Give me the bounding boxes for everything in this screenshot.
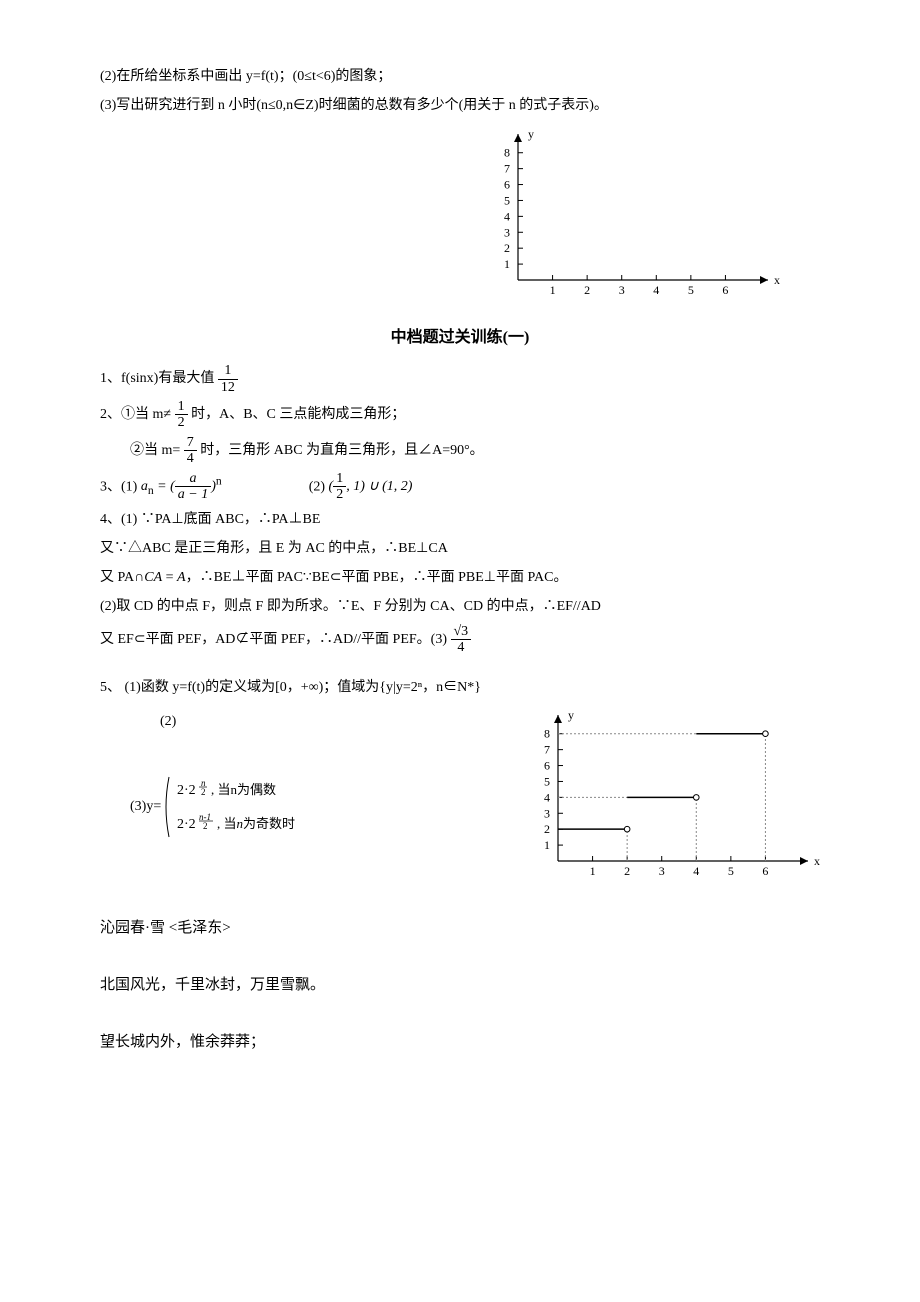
blank-coordinate-chart: 12345612345678xy xyxy=(480,124,820,304)
piecewise: 2·2 n 2 , 当n为偶数 2·2 n-1 2 , 当n为奇数时 xyxy=(165,772,365,842)
svg-text:8: 8 xyxy=(504,146,510,160)
answer-2-part1: 2、①当 m≠ 1 2 时，A、B、C 三点能构成三角形； xyxy=(100,399,820,431)
text: (2) xyxy=(309,479,329,494)
svg-text:4: 4 xyxy=(693,864,699,878)
step-chart: 1 2 3 4 5 6 1 2 3 4 5 6 7 8 x y xyxy=(520,705,820,885)
svg-text:2·2: 2·2 xyxy=(177,783,196,798)
question-2: (2)在所给坐标系中画出 y=f(t)；(0≤t<6)的图象； xyxy=(100,64,820,89)
svg-text:3: 3 xyxy=(659,864,665,878)
svg-text:1: 1 xyxy=(550,283,556,297)
answer-3: 3、(1) an = (aa − 1)n (2) (12, 1) ∪ (1, 2… xyxy=(100,471,820,503)
svg-text:2: 2 xyxy=(201,787,206,797)
answer-4-l1: 4、(1) ∵PA⊥底面 ABC，∴PA⊥BE xyxy=(100,507,820,532)
frac-den: 4 xyxy=(451,640,472,655)
svg-text:5: 5 xyxy=(728,864,734,878)
svg-text:x: x xyxy=(774,273,780,287)
answer-1: 1、f(sinx)有最大值 1 12 xyxy=(100,363,820,395)
svg-text:2: 2 xyxy=(624,864,630,878)
answer-4-l5: 又 EF⊂平面 PEF，AD⊄平面 PEF，∴AD//平面 PEF。(3) √3… xyxy=(100,624,820,656)
svg-text:1: 1 xyxy=(504,257,510,271)
text: 时，三角形 ABC 为直角三角形，且∠A=90°。 xyxy=(200,443,483,458)
text: ②当 m= xyxy=(130,443,180,458)
poem-title: 沁园春·雪 <毛泽东> xyxy=(100,915,820,942)
svg-text:x: x xyxy=(814,854,820,868)
svg-text:1: 1 xyxy=(590,864,596,878)
svg-text:3: 3 xyxy=(504,226,510,240)
poem-line-2: 北国风光，千里冰封，万里雪飘。 xyxy=(100,972,820,999)
svg-text:1: 1 xyxy=(544,838,550,852)
answer-5-l1: 5、 (1)函数 y=f(t)的定义域为[0，+∞)；值域为{y|y=2ⁿ，n∈… xyxy=(100,675,820,700)
section-title: 中档题过关训练(一) xyxy=(100,324,820,353)
svg-text:, 当n为偶数: , 当n为偶数 xyxy=(211,782,276,797)
question-3: (3)写出研究进行到 n 小时(n≤0,n∈Z)时细菌的总数有多少个(用关于 n… xyxy=(100,93,820,118)
answer-2-part2: ②当 m= 7 4 时，三角形 ABC 为直角三角形，且∠A=90°。 xyxy=(130,435,820,467)
svg-text:4: 4 xyxy=(653,283,659,297)
piecewise-svg: 2·2 n 2 , 当n为偶数 2·2 n-1 2 , 当n为奇数时 xyxy=(165,772,365,842)
answer-5-row: (2) (3)y= 2·2 n 2 , 当n为偶数 2·2 n-1 2 xyxy=(100,705,820,885)
frac-7-4: 7 4 xyxy=(184,435,197,467)
svg-text:7: 7 xyxy=(544,742,550,756)
frac-num: 1 xyxy=(218,363,238,379)
svg-text:7: 7 xyxy=(504,162,510,176)
svg-text:6: 6 xyxy=(762,864,768,878)
svg-text:3: 3 xyxy=(619,283,625,297)
answer-5-l3: (3)y= 2·2 n 2 , 当n为偶数 2·2 n-1 2 , 当n为奇数时 xyxy=(130,772,500,842)
text: 又 PA∩CA = A，∴BE⊥平面 PAC∵BE⊂平面 PBE，∴平面 PBE… xyxy=(100,570,567,585)
frac-sqrt3-4: √3 4 xyxy=(451,624,472,656)
svg-text:, 当n为奇数时: , 当n为奇数时 xyxy=(217,816,295,831)
svg-text:5: 5 xyxy=(688,283,694,297)
svg-text:8: 8 xyxy=(544,726,550,740)
frac-num: √3 xyxy=(451,624,472,640)
svg-text:4: 4 xyxy=(544,790,550,804)
svg-text:2: 2 xyxy=(203,821,208,831)
frac-den: 2 xyxy=(175,415,188,430)
poem: 沁园春·雪 <毛泽东> 北国风光，千里冰封，万里雪飘。 望长城内外，惟余莽莽； xyxy=(100,915,820,1056)
svg-text:y: y xyxy=(528,127,534,141)
answers: 1、f(sinx)有最大值 1 12 2、①当 m≠ 1 2 时，A、B、C 三… xyxy=(100,363,820,884)
math-interval: (12, 1) ∪ (1, 2) xyxy=(329,479,413,494)
svg-text:6: 6 xyxy=(504,178,510,192)
math-an: an = (aa − 1)n xyxy=(141,479,225,494)
svg-text:5: 5 xyxy=(504,194,510,208)
svg-text:5: 5 xyxy=(544,774,550,788)
frac-1-12: 1 12 xyxy=(218,363,238,395)
frac-1-2: 1 2 xyxy=(175,399,188,431)
frac-num: 1 xyxy=(175,399,188,415)
svg-text:2: 2 xyxy=(504,242,510,256)
text: 又 EF⊂平面 PEF，AD⊄平面 PEF，∴AD//平面 PEF。(3) xyxy=(100,632,451,647)
answer-1-text: 1、f(sinx)有最大值 xyxy=(100,371,214,386)
svg-text:2: 2 xyxy=(544,822,550,836)
text: 时，A、B、C 三点能构成三角形； xyxy=(191,407,405,422)
svg-text:4: 4 xyxy=(504,210,510,224)
frac-den: 4 xyxy=(184,451,197,466)
frac-den: 12 xyxy=(218,380,238,395)
answer-4-l3: 又 PA∩CA = A，∴BE⊥平面 PAC∵BE⊂平面 PBE，∴平面 PBE… xyxy=(100,565,820,590)
answer-4-l4: (2)取 CD 的中点 F，则点 F 即为所求。∵E、F 分别为 CA、CD 的… xyxy=(100,594,820,619)
svg-text:6: 6 xyxy=(544,758,550,772)
svg-text:6: 6 xyxy=(722,283,728,297)
svg-text:3: 3 xyxy=(544,806,550,820)
answer-4-l2: 又∵△ABC 是正三角形，且 E 为 AC 的中点，∴BE⊥CA xyxy=(100,536,820,561)
text: 3、(1) xyxy=(100,479,141,494)
svg-text:y: y xyxy=(568,708,574,722)
svg-text:2·2: 2·2 xyxy=(177,817,196,832)
svg-text:2: 2 xyxy=(584,283,590,297)
answer-5-l2: (2) xyxy=(160,709,500,734)
text: 2、①当 m≠ xyxy=(100,407,171,422)
frac-num: 7 xyxy=(184,435,197,451)
text: (3)y= xyxy=(130,799,161,814)
poem-line-3: 望长城内外，惟余莽莽； xyxy=(100,1029,820,1056)
